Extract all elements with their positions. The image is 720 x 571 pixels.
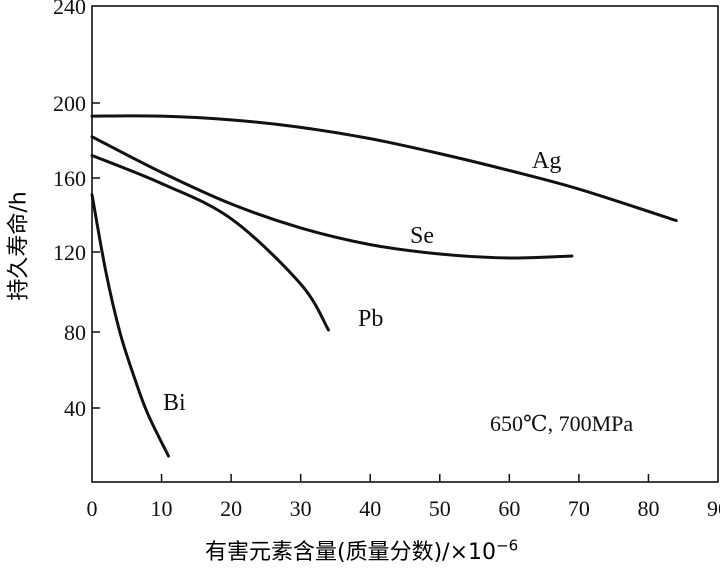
y-tick-label: 240 (53, 0, 86, 19)
series-label-ag: Ag (532, 148, 561, 174)
x-tick-label: 30 (290, 496, 312, 521)
x-axis-label-exponent: −6 (496, 536, 519, 555)
plot-frame (91, 5, 719, 483)
series-line-bi (90, 193, 171, 458)
y-tick-label: 80 (64, 320, 86, 345)
x-tick-label: 0 (87, 496, 98, 521)
series-line-se (90, 135, 574, 260)
condition-annotation: 650℃, 700MPa (490, 411, 634, 436)
x-tick-label: 80 (637, 496, 659, 521)
x-tick-label: 70 (568, 496, 590, 521)
series-label-bi: Bi (163, 390, 186, 416)
x-tick-label: 10 (151, 496, 173, 521)
x-tick-label: 90 (707, 496, 720, 521)
x-axis-label: 有害元素含量(质量分数)/×10−6 (205, 534, 518, 566)
y-tick-label: 120 (53, 240, 86, 265)
series-line-pb (90, 154, 330, 332)
x-tick-label: 20 (220, 496, 242, 521)
series-line-ag (90, 114, 678, 223)
x-tick-label: 50 (429, 496, 451, 521)
x-tick-label: 60 (498, 496, 520, 521)
series-label-se: Se (410, 223, 434, 249)
y-tick-label: 40 (64, 396, 86, 421)
y-tick-label: 200 (53, 91, 86, 116)
x-tick-label: 40 (359, 496, 381, 521)
x-axis-label-text: 有害元素含量(质量分数)/×10 (205, 540, 497, 565)
y-axis-label: 持久寿命/h (6, 191, 32, 301)
series-label-pb: Pb (358, 306, 383, 332)
y-tick-label: 160 (53, 166, 86, 191)
